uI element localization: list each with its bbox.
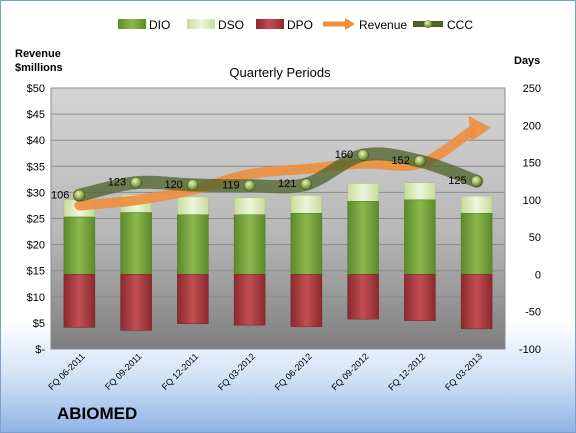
legend-label-revenue: Revenue [359,18,407,32]
right-tick-label: 50 [529,232,541,244]
dio-bar [120,212,152,275]
dso-bar [460,195,493,214]
dio-bar [177,214,209,275]
ccc-point [73,189,86,202]
right-tick-label: 250 [523,83,541,95]
legend-label-dio: DIO [149,18,170,32]
left-tick-label: $25 [27,214,45,226]
dso-bar [177,196,209,216]
left-tick-label: $5 [33,318,45,330]
dpo-bar [347,274,379,320]
ccc-point [243,179,256,192]
left-tick-label: $20 [27,240,45,252]
legend-arrow-icon [323,18,355,30]
left-tick-label: $15 [27,266,45,278]
ccc-point [187,179,199,191]
category-label: FQ 03-2012 [216,351,257,392]
dpo-bar [460,274,493,330]
dio-bar [404,199,436,275]
left-axis: $- $5 $10 $15 $20 $25 $30 $35 $40 $45 $50 [27,83,46,356]
ccc-data-label: 120 [165,179,183,191]
legend: DIO DSO DPO Revenue CCC [118,18,473,32]
ccc-data-label: 160 [335,149,353,161]
right-tick-label: 150 [523,158,541,170]
legend-ccc-marker-icon [413,20,443,28]
left-tick-label: $- [35,344,45,356]
right-tick-label: 0 [535,269,541,281]
legend-label-dpo: DPO [287,18,313,32]
left-tick-label: $40 [27,135,45,147]
bars [63,182,493,331]
category-label: FQ 06-2011 [46,351,87,392]
dpo-bar [177,274,209,324]
dso-bar [233,197,266,216]
ccc-line: 106 123 120 119 121 160 152 125 [51,147,484,202]
category-label: FQ 12-2012 [386,351,427,392]
ccc-data-label: 121 [278,178,296,190]
dpo-bar [233,274,266,326]
dpo-bar [290,274,323,327]
dso-bar [290,195,323,214]
left-tick-label: $35 [27,161,45,173]
ccc-point [414,155,426,167]
dpo-bar [404,274,436,321]
category-label: FQ 09-2012 [330,351,371,392]
left-axis-title-line2: $millions [15,62,63,74]
ccc-data-label: 125 [448,175,466,187]
legend-swatch-dpo [256,19,284,29]
chart-title: Quarterly Periods [229,65,331,80]
revenue-arrowhead [468,115,491,142]
category-label: FQ 06-2012 [273,351,314,392]
ccc-point [300,178,313,190]
left-tick-label: $50 [27,83,45,95]
right-axis-title: Days [514,55,540,67]
ccc-line-path [72,147,484,202]
legend-swatch-dio [118,19,146,29]
category-label: FQ 03-2013 [443,351,484,392]
ccc-point [357,149,369,161]
dso-bar [347,183,379,202]
category-label: FQ 09-2011 [103,351,144,392]
left-tick-label: $30 [27,187,45,199]
legend-label-ccc: CCC [447,18,473,32]
ccc-point [470,175,483,187]
dso-bar [404,182,436,201]
right-tick-label: 200 [523,120,541,132]
dio-bar [290,213,323,275]
legend-label-dso: DSO [218,18,244,32]
dio-bar [233,214,266,275]
legend-swatch-dso [187,19,215,29]
ccc-data-label: 123 [108,177,126,189]
right-tick-label: -100 [519,344,541,356]
dio-bar [347,201,379,275]
category-label: FQ 12-2011 [160,351,201,392]
right-tick-label: -50 [525,307,541,319]
right-axis: -100 -50 0 50 100 150 200 250 [519,83,541,356]
right-tick-label: 100 [523,195,541,207]
ccc-data-label: 119 [222,180,240,192]
left-axis-title-line1: Revenue [15,48,61,60]
left-tick-label: $10 [27,292,45,304]
category-axis: FQ 06-2011 FQ 09-2011 FQ 12-2011 FQ 03-2012… [46,351,484,392]
dio-bar [460,213,493,275]
ccc-point [130,176,142,189]
company-name: ABIOMED [57,404,138,423]
left-tick-label: $45 [27,109,45,121]
dpo-bar [120,274,152,331]
dpo-bar [63,274,96,328]
dio-bar [63,216,96,275]
ccc-data-label: 106 [51,189,69,201]
ccc-data-label: 152 [392,155,410,167]
